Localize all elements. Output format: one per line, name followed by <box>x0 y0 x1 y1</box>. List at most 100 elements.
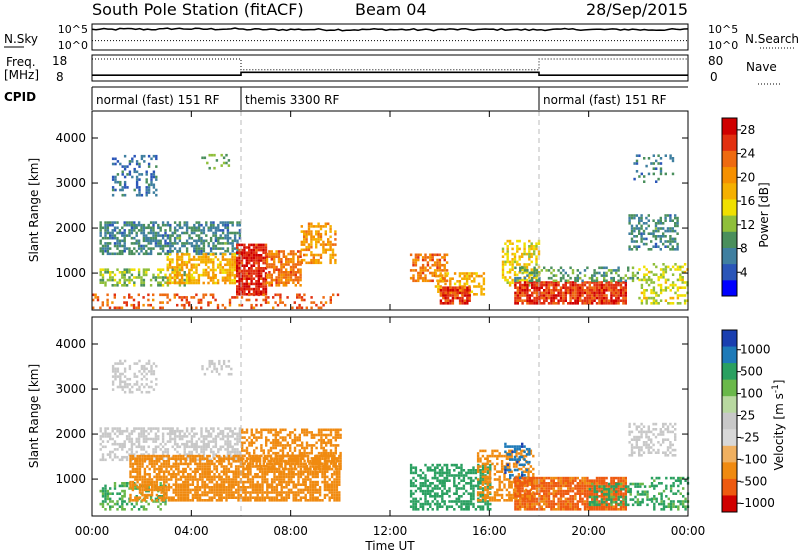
heatmap-cell <box>241 251 243 254</box>
heatmap-cell <box>121 446 123 449</box>
heatmap-cell <box>224 250 226 253</box>
heatmap-cell <box>648 271 650 274</box>
heatmap-cell <box>162 237 164 240</box>
heatmap-cell <box>260 257 262 260</box>
heatmap-cell <box>185 486 187 489</box>
heatmap-cell <box>279 460 281 463</box>
heatmap-cell <box>435 285 437 288</box>
heatmap-cell <box>114 456 116 459</box>
heatmap-cell <box>248 462 250 465</box>
heatmap-cell <box>136 427 138 430</box>
heatmap-cell <box>645 227 647 230</box>
heatmap-cell <box>605 267 607 270</box>
heatmap-cell <box>176 229 178 232</box>
heatmap-cell <box>672 248 674 251</box>
heatmap-cell <box>632 277 634 280</box>
heatmap-cell <box>461 292 463 295</box>
heatmap-cell <box>228 483 230 486</box>
heatmap-cell <box>195 279 197 282</box>
heatmap-cell <box>169 433 171 436</box>
heatmap-cell <box>145 451 147 454</box>
heatmap-cell <box>303 243 305 246</box>
heatmap-cell <box>471 290 473 293</box>
heatmap-cell <box>329 254 331 257</box>
heatmap-cell <box>109 276 111 279</box>
heatmap-cell <box>139 455 141 458</box>
heatmap-cell <box>124 281 126 284</box>
heatmap-cell <box>112 383 114 386</box>
heatmap-cell <box>229 271 231 274</box>
heatmap-cell <box>235 460 237 463</box>
heatmap-cell <box>176 427 178 430</box>
heatmap-cell <box>669 157 671 160</box>
heatmap-cell <box>596 297 598 300</box>
heatmap-cell <box>197 499 199 502</box>
heatmap-cell <box>160 491 162 494</box>
heatmap-cell <box>267 460 269 463</box>
heatmap-cell <box>610 297 612 300</box>
heatmap-cell <box>633 214 635 217</box>
heatmap-cell <box>531 299 533 302</box>
heatmap-cell <box>222 435 224 438</box>
heatmap-cell <box>670 297 672 300</box>
heatmap-cell <box>209 478 211 481</box>
heatmap-cell <box>116 281 118 284</box>
heatmap-cell <box>272 307 274 310</box>
heatmap-cell <box>312 496 314 499</box>
heatmap-cell <box>279 294 281 297</box>
heatmap-cell <box>126 173 128 176</box>
heatmap-cell <box>167 451 169 454</box>
heatmap-cell <box>574 277 576 280</box>
heatmap-cell <box>155 365 157 368</box>
heatmap-cell <box>192 476 194 479</box>
heatmap-cell <box>309 473 311 476</box>
heatmap-cell <box>203 446 205 449</box>
heatmap-cell <box>603 277 605 280</box>
heatmap-cell <box>330 301 332 304</box>
heatmap-cell <box>521 286 523 289</box>
heatmap-cell <box>112 368 114 371</box>
heatmap-cell <box>136 224 138 227</box>
heatmap-cell <box>246 270 248 273</box>
heatmap-cell <box>667 286 669 289</box>
heatmap-cell <box>466 299 468 302</box>
heatmap-cell <box>294 460 296 463</box>
heatmap-cell <box>533 250 535 253</box>
heatmap-cell <box>212 427 214 430</box>
heatmap-cell <box>424 259 426 262</box>
heatmap-cell <box>320 254 322 257</box>
heatmap-cell <box>119 381 121 384</box>
heatmap-cell <box>622 281 624 284</box>
heatmap-cell <box>236 435 238 438</box>
heatmap-cell <box>415 254 417 257</box>
heatmap-cell <box>175 476 177 479</box>
heatmap-cell <box>301 225 303 228</box>
heatmap-cell <box>128 296 130 299</box>
heatmap-cell <box>313 238 315 241</box>
heatmap-cell <box>273 253 275 256</box>
heatmap-cell <box>102 279 104 282</box>
heatmap-cell <box>258 257 260 260</box>
heatmap-cell <box>276 499 278 502</box>
heatmap-cell <box>107 232 109 235</box>
heatmap-cell <box>119 242 121 245</box>
heatmap-cell <box>289 444 291 447</box>
heatmap-cell <box>519 294 521 297</box>
heatmap-cell <box>483 293 485 296</box>
heatmap-cell <box>206 486 208 489</box>
heatmap-cell <box>325 243 327 246</box>
heatmap-cell <box>179 227 181 230</box>
heatmap-cell <box>502 266 504 269</box>
heatmap-cell <box>146 481 148 484</box>
heatmap-cell <box>265 299 267 302</box>
heatmap-cell <box>446 269 448 272</box>
heatmap-cell <box>504 279 506 282</box>
heatmap-cell <box>119 459 121 462</box>
heatmap-cell <box>153 470 155 473</box>
heatmap-cell <box>160 227 162 230</box>
heatmap-cell <box>201 476 203 479</box>
heatmap-cell <box>291 442 293 445</box>
heatmap-cell <box>287 263 289 266</box>
heatmap-cell <box>285 486 287 489</box>
heatmap-cell <box>217 224 219 227</box>
